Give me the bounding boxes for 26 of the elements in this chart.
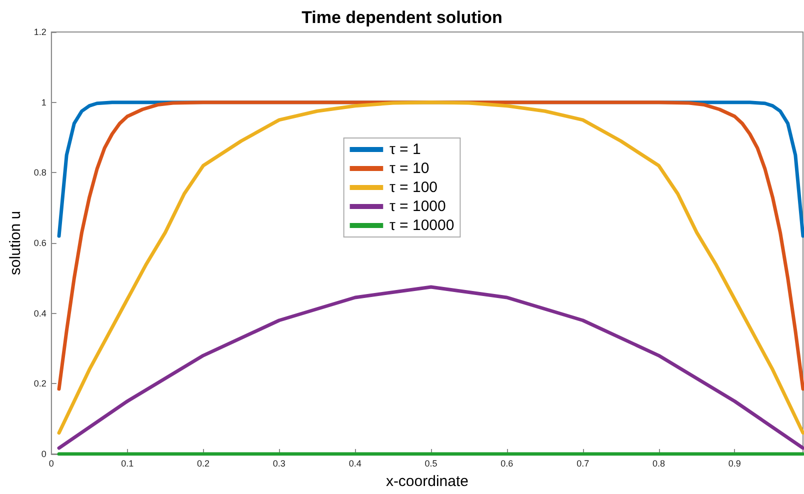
legend-label: τ = 1000 — [389, 198, 446, 215]
legend-label: τ = 10 — [389, 160, 430, 177]
x-tick-label: 0.6 — [500, 458, 514, 468]
line-series — [57, 285, 804, 450]
x-tick-label: 0.9 — [728, 458, 741, 468]
y-tick-label: 1 — [41, 97, 46, 108]
x-tick-label: 0.8 — [652, 458, 666, 468]
y-tick-label: 0.8 — [34, 168, 46, 178]
y-tick-label: 0 — [41, 449, 46, 459]
y-tick-label: 1.2 — [34, 27, 46, 37]
y-tick-label: 0.2 — [34, 378, 46, 389]
y-tick-label: 0.4 — [34, 308, 46, 318]
x-tick-label: 0.2 — [196, 458, 210, 468]
legend-label: τ = 1 — [389, 141, 421, 158]
y-tick-label: 0.6 — [34, 238, 46, 248]
x-tick-label: 0.4 — [348, 458, 362, 468]
x-tick-label: 0.7 — [576, 458, 590, 468]
x-tick-label: 0 — [48, 458, 54, 468]
x-axis-title: x-coordinate — [386, 473, 468, 490]
x-tick-label: 0.5 — [424, 458, 438, 468]
x-tick-label: 0.3 — [272, 458, 286, 468]
x-tick-label: 0.1 — [121, 458, 134, 468]
legend-label: τ = 100 — [389, 179, 438, 196]
y-axis-title: solution u — [7, 210, 24, 276]
chart-title: Time dependent solution — [302, 8, 502, 27]
legend-label: τ = 10000 — [389, 217, 454, 234]
